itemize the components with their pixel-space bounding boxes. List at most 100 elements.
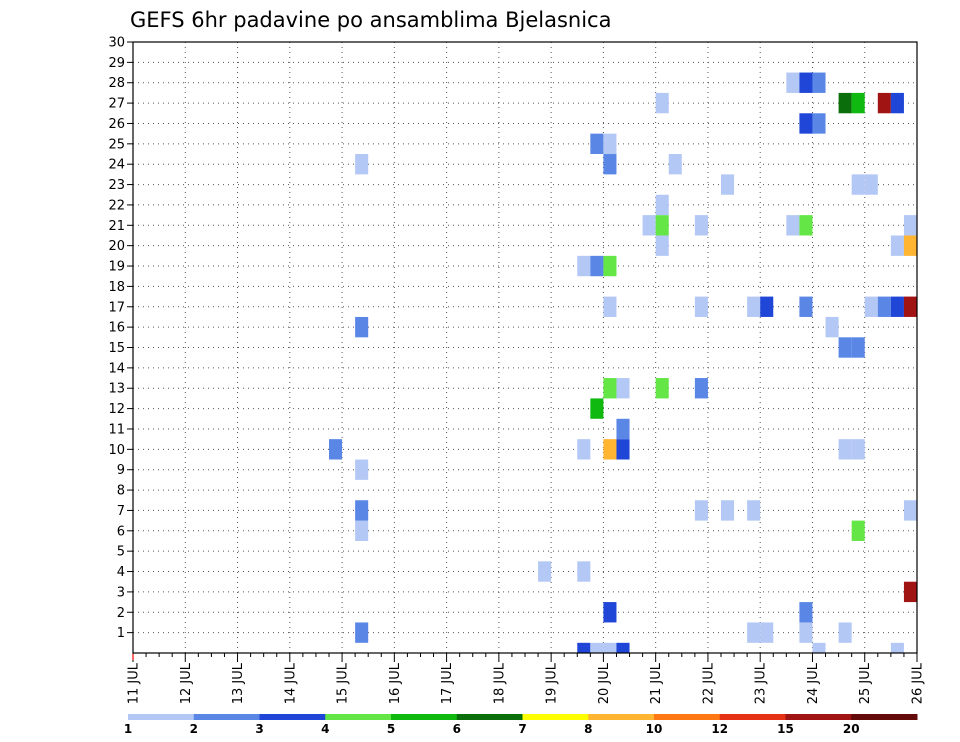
- data-cell: [603, 133, 617, 155]
- data-cell: [760, 296, 774, 317]
- data-cell: [694, 500, 708, 521]
- legend-swatch: [654, 714, 721, 720]
- data-cell: [355, 520, 369, 541]
- data-cell: [577, 642, 591, 653]
- legend-swatch: [325, 714, 392, 720]
- y-tick-label: 14: [108, 361, 125, 376]
- data-cell: [655, 194, 669, 216]
- y-tick-label: 2: [117, 606, 125, 621]
- data-cell: [603, 642, 617, 653]
- data-cell: [851, 174, 865, 195]
- data-cell: [329, 439, 343, 460]
- y-tick-label: 15: [108, 341, 125, 356]
- data-cell: [355, 622, 369, 643]
- data-cell: [786, 215, 800, 236]
- x-tick-label: 18 JUL: [492, 662, 507, 704]
- data-cell: [694, 296, 708, 317]
- data-cell: [355, 154, 369, 175]
- data-cell: [655, 378, 669, 399]
- x-tick-label: 12 JUL: [179, 662, 194, 704]
- data-cell: [694, 378, 708, 399]
- x-tick-label: 22 JUL: [701, 662, 716, 704]
- y-tick-label: 11: [108, 422, 125, 437]
- y-tick-label: 8: [117, 484, 125, 499]
- data-cell: [890, 235, 904, 256]
- y-tick-label: 1: [117, 626, 125, 641]
- data-cell: [799, 113, 813, 134]
- legend-label: 1: [124, 722, 132, 736]
- y-tick-label: 5: [117, 545, 125, 560]
- data-cells: [329, 72, 917, 653]
- y-axis: 1234567891011121314151617181920212223242…: [108, 36, 133, 641]
- data-cell: [799, 602, 813, 623]
- legend-label: 8: [584, 722, 592, 736]
- y-tick-label: 9: [117, 463, 125, 478]
- legend-swatch: [785, 714, 852, 720]
- legend-label: 5: [387, 722, 395, 736]
- data-cell: [890, 92, 904, 114]
- y-tick-label: 6: [117, 524, 125, 539]
- legend-label: 20: [843, 722, 860, 736]
- data-cell: [890, 296, 904, 317]
- y-tick-label: 13: [108, 382, 125, 397]
- data-cell: [721, 500, 735, 521]
- y-tick-label: 12: [108, 402, 125, 417]
- data-cell: [838, 92, 852, 114]
- y-tick-label: 16: [108, 321, 125, 336]
- data-cell: [616, 642, 630, 653]
- data-cell: [355, 316, 369, 338]
- legend-swatch: [522, 714, 589, 720]
- y-tick-label: 4: [117, 565, 125, 580]
- data-cell: [812, 642, 826, 653]
- data-cell: [799, 296, 813, 317]
- x-axis: 11 JUL 12 JUL 13 JUL 14 JUL 15 JUL 16 JUL 17 J…: [127, 653, 926, 704]
- y-tick-label: 17: [108, 300, 125, 315]
- chart-title: GEFS 6hr padavine po ansamblima Bjelasni…: [130, 8, 611, 32]
- data-cell: [603, 378, 617, 399]
- data-cell: [616, 439, 630, 460]
- y-tick-label: 22: [108, 198, 125, 213]
- color-legend: 1 2 3 4 5 6 7 8 10 12 15 20: [124, 714, 918, 736]
- legend-label: 15: [777, 722, 794, 736]
- y-tick-label: 29: [108, 56, 125, 71]
- data-cell: [655, 92, 669, 114]
- x-tick-label: 14 JUL: [283, 662, 298, 704]
- data-cell: [603, 439, 617, 460]
- legend-label: 3: [255, 722, 263, 736]
- data-cell: [577, 255, 591, 277]
- data-cell: [864, 296, 878, 317]
- x-tick-label: 13 JUL: [231, 662, 246, 704]
- data-cell: [590, 398, 604, 419]
- data-cell: [760, 622, 774, 643]
- data-cell: [903, 215, 917, 236]
- legend-label: 4: [321, 722, 329, 736]
- data-cell: [851, 520, 865, 541]
- grid-lines: [133, 41, 917, 653]
- y-tick-label: 23: [108, 178, 125, 193]
- data-cell: [616, 378, 630, 399]
- data-cell: [851, 92, 865, 114]
- x-tick-label: 11 JUL: [127, 662, 142, 704]
- data-cell: [825, 316, 839, 338]
- data-cell: [655, 215, 669, 236]
- data-cell: [668, 154, 682, 175]
- legend-swatch: [259, 714, 326, 720]
- data-cell: [721, 174, 735, 195]
- x-tick-label: 25 JUL: [858, 662, 873, 704]
- x-tick-label: 26 JUL: [911, 662, 926, 704]
- data-cell: [694, 215, 708, 236]
- y-tick-label: 19: [108, 260, 125, 275]
- data-cell: [603, 154, 617, 175]
- data-cell: [877, 92, 891, 114]
- data-cell: [799, 72, 813, 93]
- legend-swatch: [128, 714, 195, 720]
- y-tick-label: 27: [108, 97, 125, 112]
- data-cell: [864, 174, 878, 195]
- legend-swatch: [851, 714, 918, 720]
- y-tick-label: 3: [117, 585, 125, 600]
- y-tick-label: 18: [108, 280, 125, 295]
- data-cell: [590, 133, 604, 155]
- data-cell: [786, 72, 800, 93]
- legend-swatch: [193, 714, 260, 720]
